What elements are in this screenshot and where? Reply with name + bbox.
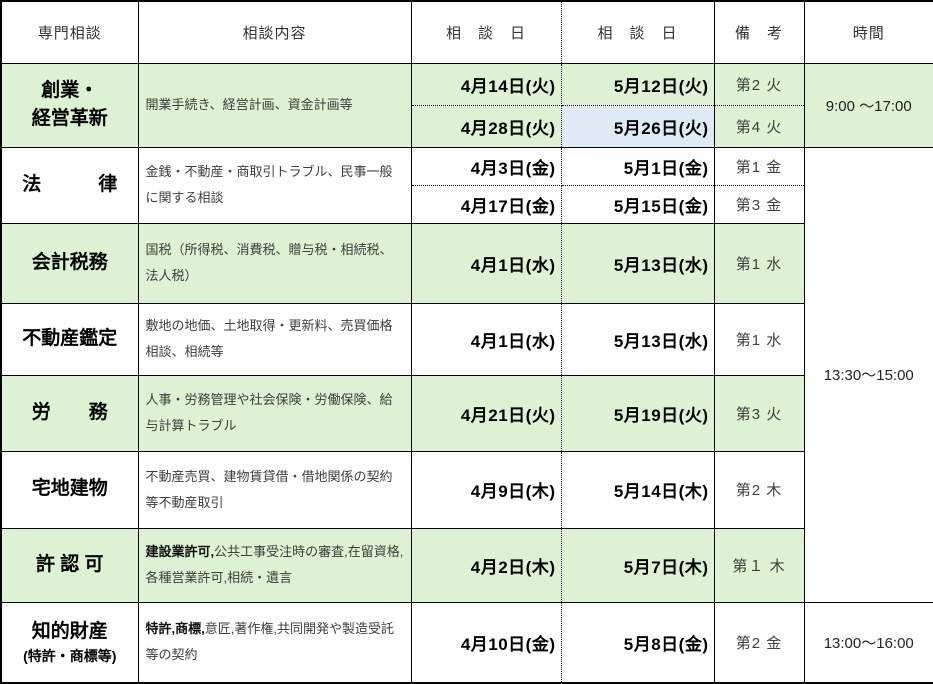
header-specialty: 専門相談 [0, 0, 139, 64]
category-cell: 知的財産 (特許・商標等) [0, 601, 139, 684]
note-cell: 第2 木 [713, 450, 805, 529]
note-cell: 第2 火 [713, 62, 805, 106]
date-april-cell: 4月28日(火) [410, 104, 562, 148]
table-row: 法 律 金銭・不動産・商取引トラブル、民事一般に関する相談 4月3日(金) 5月… [0, 146, 933, 603]
content-cell: 国税（所得税、消費税、贈与税・相続税、法人税） [137, 222, 412, 304]
date-may-cell: 5月14日(木) [560, 450, 715, 529]
note-cell: 第2 金 [713, 601, 805, 684]
table-row: 4月28日(火) 5月26日(火) 第4 火 [1, 104, 933, 148]
note-cell: 第3 金 [713, 184, 805, 224]
category-cell: 労 務 [0, 374, 139, 452]
date-may-cell: 5月13日(水) [560, 222, 715, 304]
note-cell: 第１ 木 [713, 527, 805, 603]
date-may-cell: 5月7日(木) [560, 527, 715, 603]
time-cell-merged: 13:30～15:00 [803, 146, 933, 603]
date-april-cell: 4月10日(金) [410, 601, 562, 684]
time-cell: 13:00～16:00 [803, 601, 933, 684]
content-bold-part: 特許,商標, [145, 621, 205, 637]
header-date-may: 相 談 日 [560, 0, 715, 64]
table-row: 不動産鑑定 敷地の地価、土地取得・更新料、売買価格相談、相続等 4月1日(水) … [0, 302, 933, 376]
category-cell: 創業・ 経営革新 [0, 62, 139, 148]
content-cell: 敷地の地価、土地取得・更新料、売買価格相談、相続等 [137, 302, 412, 376]
date-april-cell: 4月2日(木) [410, 527, 562, 603]
date-april-cell: 4月1日(水) [410, 222, 562, 304]
date-may-cell: 5月13日(水) [560, 302, 715, 376]
note-cell: 第4 火 [713, 104, 805, 148]
content-cell: 金銭・不動産・商取引トラブル、民事一般に関する相談 [137, 146, 412, 224]
category-cell: 許 認 可 [0, 527, 139, 603]
note-cell: 第1 金 [713, 146, 805, 186]
header-date-april: 相 談 日 [410, 0, 562, 64]
date-april-cell: 4月21日(火) [410, 374, 562, 452]
content-regular-part: 意匠,著作権,共同開発や製造受託等の契約 [145, 621, 394, 663]
header-content: 相談内容 [137, 0, 412, 64]
category-cell: 不動産鑑定 [0, 302, 139, 376]
category-cell: 会計税務 [0, 222, 139, 304]
table-header-row: 専門相談 相談内容 相 談 日 相 談 日 備 考 時間 [0, 0, 933, 64]
note-cell: 第3 火 [713, 374, 805, 452]
table-row: 宅地建物 不動産売買、建物賃貸借・借地関係の契約等不動産取引 4月9日(木) 5… [0, 450, 933, 529]
date-may-cell: 5月8日(金) [560, 601, 715, 684]
table-row: 創業・ 経営革新 開業手続き、経営計画、資金計画等 4月14日(火) 5月12日… [0, 62, 933, 148]
category-line2: (特許・商標等) [23, 648, 117, 664]
date-april-cell: 4月9日(木) [410, 450, 562, 529]
time-cell: 9:00 ～17:00 [803, 62, 933, 148]
content-regular-part: 公共工事受注時の審査,在留資格,各種営業許可,相続・遺言 [145, 544, 404, 585]
date-may-cell: 5月15日(金) [560, 184, 715, 224]
category-cell: 宅地建物 [0, 450, 139, 529]
category-line1: 創業・ [41, 79, 99, 101]
note-cell: 第1 水 [713, 222, 805, 304]
content-cell: 建設業許可,公共工事受注時の審査,在留資格,各種営業許可,相続・遺言 [137, 527, 412, 603]
date-april-cell: 4月14日(火) [410, 62, 562, 106]
table-row: 労 務 人事・労務管理や社会保険・労働保険、給与計算トラブル 4月21日(火) … [0, 374, 933, 452]
date-may-cell: 5月1日(金) [560, 146, 715, 186]
header-time: 時間 [803, 0, 933, 64]
content-cell: 開業手続き、経営計画、資金計画等 [137, 62, 412, 148]
category-cell: 法 律 [0, 146, 139, 224]
category-line2: 経営革新 [31, 108, 108, 129]
table-row: 4月17日(金) 5月15日(金) 第3 金 [1, 184, 933, 224]
note-cell: 第1 水 [713, 302, 805, 376]
table-row: 許 認 可 建設業許可,公共工事受注時の審査,在留資格,各種営業許可,相続・遺言… [0, 527, 933, 603]
date-may-cell: 5月19日(火) [560, 374, 715, 452]
table-row: 知的財産 (特許・商標等) 特許,商標,意匠,著作権,共同開発や製造受託等の契約… [0, 601, 933, 684]
date-april-cell: 4月3日(金) [410, 146, 562, 186]
date-april-cell: 4月17日(金) [410, 184, 562, 224]
date-may-cell-highlighted: 5月26日(火) [560, 104, 715, 148]
date-april-cell: 4月1日(水) [410, 302, 562, 376]
date-may-cell: 5月12日(火) [560, 62, 715, 106]
category-line1: 知的財産 [31, 620, 108, 642]
content-cell: 人事・労務管理や社会保険・労働保険、給与計算トラブル [137, 374, 412, 452]
content-cell: 不動産売買、建物賃貸借・借地関係の契約等不動産取引 [137, 450, 412, 529]
table-row: 会計税務 国税（所得税、消費税、贈与税・相続税、法人税） 4月1日(水) 5月1… [0, 222, 933, 304]
content-cell: 特許,商標,意匠,著作権,共同開発や製造受託等の契約 [137, 601, 412, 684]
content-bold-part: 建設業許可, [145, 544, 215, 559]
header-notes: 備 考 [713, 0, 805, 64]
